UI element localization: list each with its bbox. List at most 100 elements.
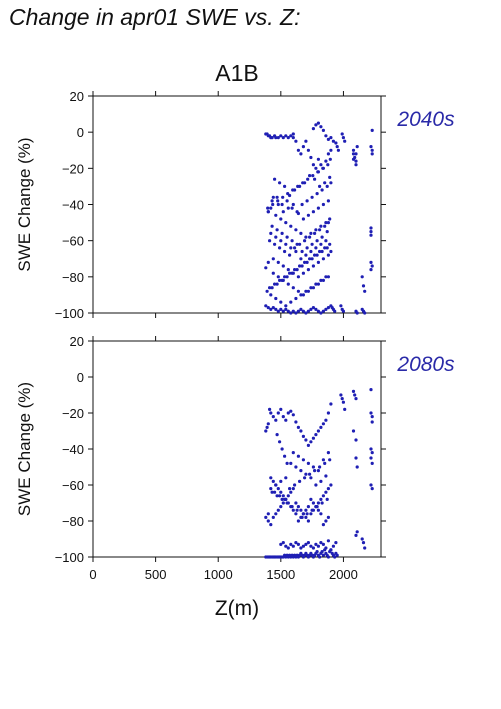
data-point xyxy=(316,544,320,548)
data-point xyxy=(284,544,288,548)
data-point xyxy=(308,174,312,178)
panel-2040s: 20 0 −20 −40 −60 −80 −100 SWE Change (%) 2040s xyxy=(15,89,455,321)
data-point xyxy=(311,465,315,469)
data-point xyxy=(314,542,318,547)
data-point xyxy=(289,311,293,315)
data-point xyxy=(304,472,308,476)
data-point xyxy=(320,188,324,192)
data-point xyxy=(279,239,283,243)
data-point xyxy=(323,246,327,250)
data-point xyxy=(354,438,358,442)
data-point xyxy=(314,123,318,127)
data-point xyxy=(293,483,297,487)
data-point xyxy=(363,311,367,315)
data-point xyxy=(269,476,273,480)
data-point xyxy=(321,202,325,207)
data-point xyxy=(321,128,325,132)
data-point xyxy=(304,139,308,143)
data-point xyxy=(340,397,344,401)
data-point xyxy=(266,422,270,426)
data-point xyxy=(369,483,373,487)
data-point xyxy=(274,418,278,422)
data-point xyxy=(271,415,275,419)
data-point xyxy=(326,221,330,225)
data-point xyxy=(309,249,313,254)
data-point xyxy=(271,202,275,207)
data-point xyxy=(305,512,309,516)
data-point xyxy=(314,307,318,311)
data-point xyxy=(308,472,312,476)
data-point xyxy=(343,407,347,411)
data-point xyxy=(274,235,278,239)
data-point xyxy=(296,309,300,313)
data-point xyxy=(334,141,338,145)
data-point xyxy=(316,121,320,125)
data-point xyxy=(314,505,318,509)
data-point xyxy=(289,542,293,547)
data-point xyxy=(271,257,275,261)
data-point xyxy=(363,289,367,293)
data-point xyxy=(296,148,300,152)
data-point xyxy=(324,474,328,478)
data-point xyxy=(323,181,327,185)
data-point xyxy=(324,519,328,523)
data-point xyxy=(275,282,279,286)
data-point xyxy=(274,483,278,487)
data-point xyxy=(291,544,295,548)
data-point xyxy=(326,487,330,491)
data-point xyxy=(269,487,273,491)
data-point xyxy=(369,145,373,149)
x-axis-label: Z(m) xyxy=(215,597,259,620)
period-label: 2080s xyxy=(396,353,455,376)
data-point xyxy=(323,461,327,465)
data-point xyxy=(325,246,329,250)
data-point xyxy=(294,296,298,301)
data-point xyxy=(311,306,315,310)
y-tick-label: −100 xyxy=(55,550,84,565)
data-point xyxy=(340,132,344,136)
data-point xyxy=(319,497,323,501)
data-point xyxy=(326,539,330,543)
data-point xyxy=(370,461,374,465)
data-point xyxy=(296,542,300,547)
data-point xyxy=(269,293,273,297)
data-point xyxy=(306,177,310,181)
data-point xyxy=(335,145,339,149)
data-point xyxy=(361,541,366,545)
data-point xyxy=(289,134,293,138)
period-label: 2040s xyxy=(396,108,455,131)
data-point xyxy=(325,184,329,188)
data-point xyxy=(266,206,270,210)
data-point xyxy=(264,266,268,270)
data-point xyxy=(289,490,293,494)
data-point xyxy=(315,253,319,257)
data-point xyxy=(279,542,283,547)
data-point xyxy=(334,541,338,545)
x-tick-label: 1500 xyxy=(266,567,295,582)
data-point xyxy=(268,286,272,290)
data-point xyxy=(285,275,289,279)
data-point xyxy=(318,184,322,188)
data-point xyxy=(269,307,273,311)
data-point xyxy=(273,242,277,246)
data-point xyxy=(351,152,356,156)
data-point xyxy=(309,476,313,480)
data-point xyxy=(269,411,273,415)
data-point xyxy=(281,195,285,199)
data-point xyxy=(328,242,332,246)
data-point xyxy=(279,217,283,221)
data-point xyxy=(319,278,323,282)
data-point xyxy=(331,139,335,143)
data-point xyxy=(294,420,298,424)
data-point xyxy=(360,537,364,541)
data-point xyxy=(309,512,313,516)
data-point xyxy=(284,418,288,422)
data-point xyxy=(278,246,282,250)
data-point xyxy=(271,515,275,520)
data-point xyxy=(319,311,323,315)
data-point xyxy=(281,501,285,505)
data-point xyxy=(276,508,280,512)
data-point xyxy=(308,257,312,261)
data-point xyxy=(316,170,320,174)
data-point xyxy=(299,469,303,473)
